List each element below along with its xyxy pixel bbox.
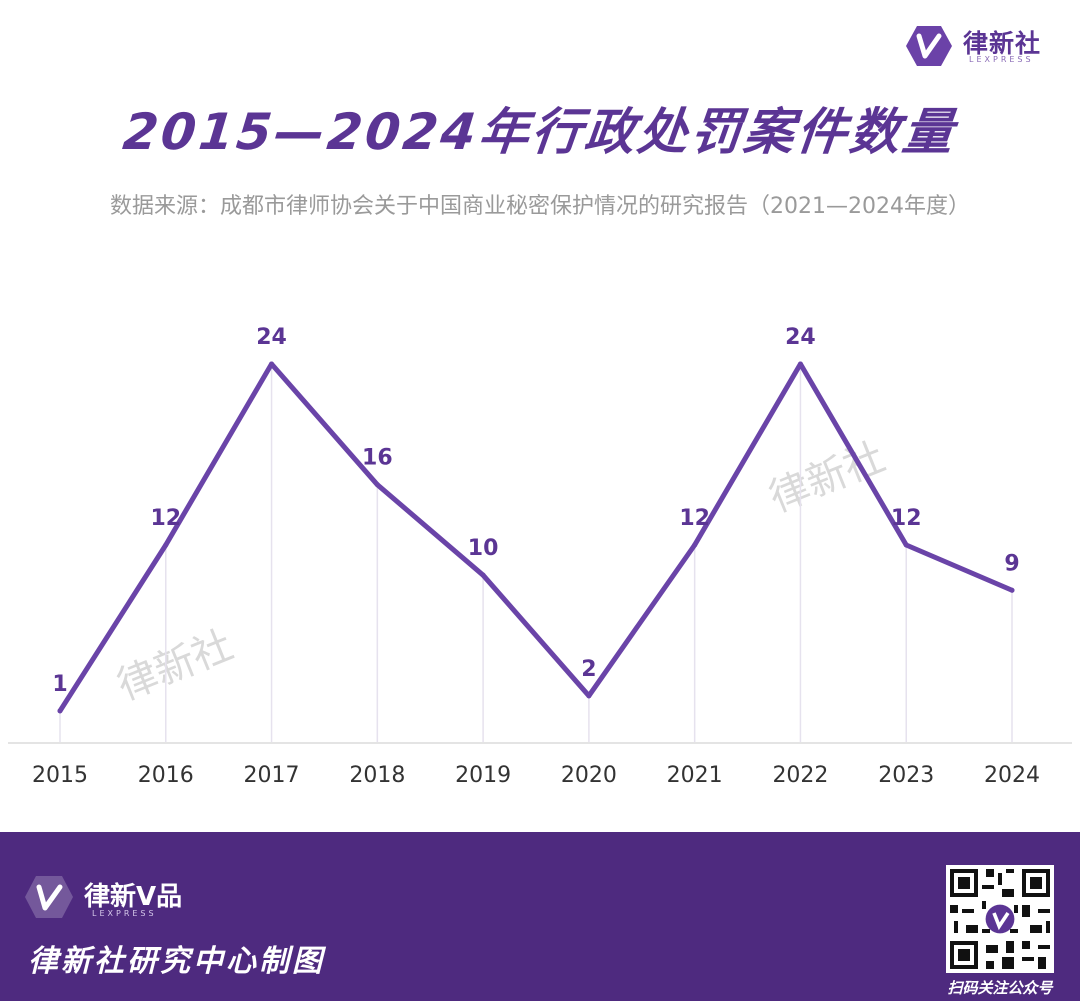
x-tick-label: 2017 [244, 763, 300, 788]
data-label: 10 [468, 536, 499, 561]
footer-bar: 律新V品 LEXPRESS 律新社研究中心制图 扫码关注公众号 [0, 832, 1080, 1001]
series-line [57, 361, 1015, 714]
brand-sub: LEXPRESS [969, 55, 1034, 64]
footer-credit: 律新社研究中心制图 [28, 944, 325, 979]
qr-label: 扫码关注公众号 [947, 979, 1053, 997]
x-tick-label: 2020 [561, 763, 617, 788]
footer-hex-icon [25, 876, 73, 918]
data-label: 12 [150, 506, 181, 531]
data-point [903, 542, 909, 548]
brand-name: 律新社 [963, 29, 1042, 58]
data-label: 12 [891, 506, 922, 531]
data-point [374, 482, 380, 488]
watermark-text: 律新社 [111, 622, 239, 710]
data-label: 16 [362, 446, 393, 471]
data-point [163, 542, 169, 548]
page-subtitle: 数据来源：成都市律师协会关于中国商业秘密保护情况的研究报告（2021—2024年… [110, 194, 970, 219]
data-label: 24 [785, 325, 816, 350]
x-tick-label: 2021 [667, 763, 723, 788]
data-point [57, 708, 63, 714]
data-point [1009, 587, 1015, 593]
qr-code-icon[interactable] [946, 865, 1054, 973]
data-point [797, 361, 803, 367]
data-label: 1 [52, 672, 67, 697]
x-tick-label: 2023 [878, 763, 934, 788]
footer-brand: 律新V品 [84, 882, 183, 912]
page-title: 2015—2024年行政处罚案件数量 [120, 103, 959, 161]
data-point [586, 693, 592, 699]
data-point [269, 361, 275, 367]
data-point [480, 572, 486, 578]
watermark-text: 律新社 [763, 434, 891, 522]
x-tick-label: 2018 [349, 763, 405, 788]
data-label: 2 [581, 657, 596, 682]
brand-logo: 律新社 LEXPRESS [905, 24, 1065, 68]
x-tick-label: 2015 [32, 763, 88, 788]
footer-brand-sub: LEXPRESS [92, 909, 157, 918]
data-label: 24 [256, 325, 287, 350]
x-tick-label: 2016 [138, 763, 194, 788]
data-label: 9 [1004, 551, 1019, 576]
data-label: 12 [679, 506, 710, 531]
data-point [692, 542, 698, 548]
x-tick-label: 2022 [772, 763, 828, 788]
x-tick-label: 2019 [455, 763, 511, 788]
brand-hex-icon [906, 26, 952, 66]
x-tick-label: 2024 [984, 763, 1040, 788]
